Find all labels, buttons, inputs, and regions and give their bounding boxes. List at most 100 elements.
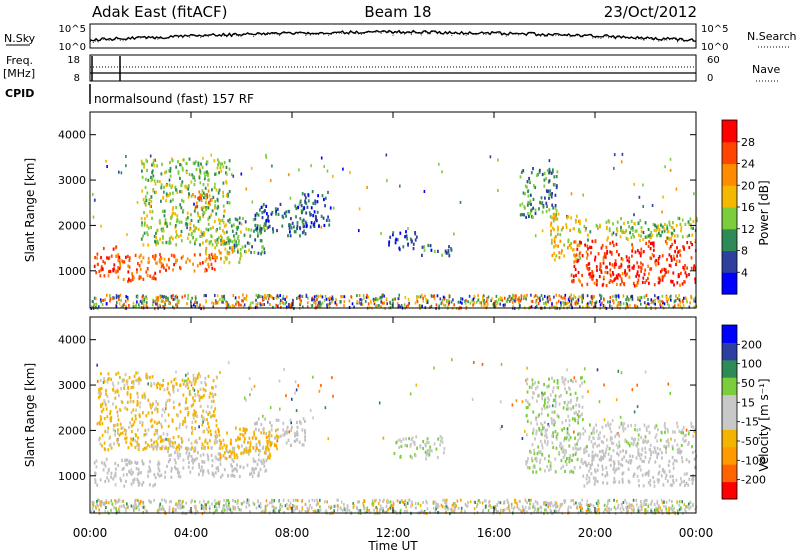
range-cell (560, 466, 563, 470)
range-cell (587, 390, 589, 394)
range-cell (149, 460, 151, 464)
range-cell (443, 303, 445, 307)
range-cell (219, 453, 222, 457)
range-cell (436, 505, 438, 509)
range-cell (294, 439, 297, 443)
range-cell (678, 503, 681, 507)
range-cell (187, 465, 190, 469)
range-cell (316, 304, 319, 308)
range-cell (306, 224, 308, 228)
range-cell (313, 298, 316, 302)
range-cell (142, 303, 145, 307)
range-cell (637, 506, 640, 510)
range-cell (231, 240, 234, 244)
range-cell (155, 447, 158, 451)
noise-sky-line (89, 29, 697, 42)
range-cell (175, 427, 178, 431)
range-cell (314, 302, 317, 306)
range-cell (657, 299, 660, 303)
range-cell (482, 508, 485, 512)
range-cell (159, 446, 162, 450)
range-cell (632, 509, 635, 513)
range-cell (250, 301, 252, 305)
range-cell (140, 223, 143, 227)
range-cell (535, 432, 538, 436)
range-cell (387, 498, 389, 502)
range-cell (135, 371, 137, 375)
range-cell (278, 499, 280, 503)
range-cell (581, 418, 584, 422)
range-cell (534, 305, 537, 309)
range-cell (589, 503, 592, 507)
range-cell (282, 302, 285, 305)
range-cell (235, 231, 238, 235)
range-cell (208, 395, 211, 399)
range-cell (411, 503, 413, 507)
range-cell (381, 301, 384, 305)
range-cell (661, 456, 663, 460)
range-cell (295, 388, 298, 392)
range-cell (621, 505, 624, 509)
range-cell (169, 437, 171, 442)
power-colorbar-label: Power [dB] (757, 180, 771, 245)
range-cell (223, 224, 226, 228)
range-cell (622, 294, 625, 298)
range-cell (671, 280, 673, 284)
range-cell (595, 283, 598, 287)
range-cell (158, 219, 161, 223)
range-cell (240, 172, 243, 176)
range-cell (637, 249, 639, 253)
range-cell (687, 220, 690, 224)
range-cell (246, 241, 249, 245)
range-cell (283, 433, 286, 437)
range-cell (583, 484, 586, 488)
range-cell (185, 501, 187, 505)
range-cell (156, 431, 158, 435)
range-cell (247, 228, 250, 232)
range-cell (448, 254, 451, 258)
range-cell (144, 221, 146, 225)
range-cell (202, 183, 205, 187)
range-cell (448, 295, 451, 298)
range-cell (543, 501, 545, 504)
range-cell (248, 242, 251, 246)
range-cell (115, 245, 118, 249)
range-cell (418, 304, 421, 308)
range-cell (578, 278, 580, 282)
colorbar-segment (722, 207, 737, 230)
range-cell (374, 499, 376, 503)
range-cell (172, 436, 175, 440)
range-cell (295, 409, 298, 413)
range-cell (579, 447, 582, 451)
range-cell (551, 434, 554, 438)
range-cell (165, 437, 167, 441)
range-cell (149, 404, 152, 408)
range-cell (566, 368, 568, 372)
range-cell (136, 403, 139, 407)
range-cell (502, 509, 504, 513)
range-cell (535, 429, 538, 433)
range-cell (539, 439, 542, 444)
range-cell (297, 205, 300, 209)
range-cell (304, 196, 307, 200)
range-cell (650, 298, 653, 302)
range-cell (137, 447, 140, 451)
range-cell (448, 301, 451, 305)
range-cell (127, 270, 130, 274)
range-cell (629, 454, 631, 458)
range-cell (452, 509, 455, 513)
range-cell (218, 188, 221, 192)
range-cell (228, 201, 231, 205)
range-cell (181, 168, 184, 172)
range-cell (211, 188, 213, 192)
range-cell (313, 295, 316, 299)
range-cell (173, 458, 176, 462)
range-cell (143, 446, 146, 450)
range-cell (256, 231, 259, 235)
range-cell (145, 375, 147, 379)
range-cell (200, 503, 203, 507)
range-cell (456, 499, 459, 503)
range-cell (561, 445, 564, 449)
range-cell (590, 510, 592, 514)
range-cell (507, 505, 510, 509)
